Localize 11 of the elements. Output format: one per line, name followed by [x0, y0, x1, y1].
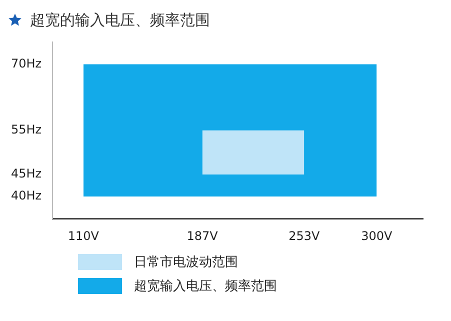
y-tick-label: 45Hz [11, 166, 42, 181]
y-tick-label: 40Hz [11, 188, 42, 203]
legend-label: 日常市电波动范围 [134, 254, 238, 271]
x-tick-label: 253V [288, 228, 321, 243]
y-tick-label: 70Hz [11, 56, 42, 70]
x-tick-label: 300V [361, 228, 394, 243]
y-tick-label: 55Hz [11, 122, 42, 137]
legend-label: 超宽输入电压、频率范围 [134, 278, 277, 295]
x-tick-label: 110V [68, 228, 100, 243]
x-tick-label: 187V [186, 228, 219, 243]
chart-title: 超宽的输入电压、频率范围 [30, 10, 210, 30]
